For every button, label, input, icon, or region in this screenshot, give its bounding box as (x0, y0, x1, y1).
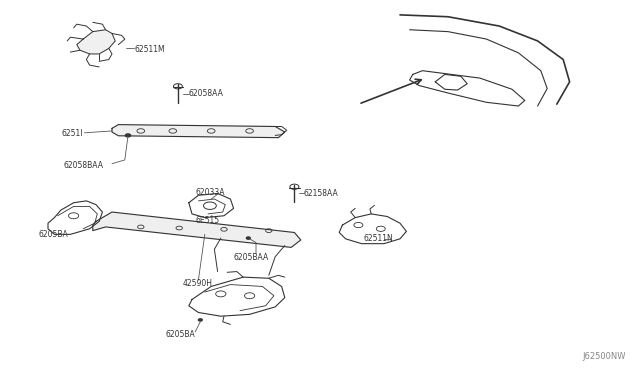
Text: J62500NW: J62500NW (582, 352, 626, 361)
Circle shape (125, 134, 131, 137)
Text: 6E515: 6E515 (195, 216, 220, 225)
Text: 6251I: 6251I (61, 129, 83, 138)
Circle shape (198, 319, 202, 321)
Text: 62058BAA: 62058BAA (64, 161, 104, 170)
Text: 6205BA: 6205BA (38, 230, 68, 239)
Text: 6205BAA: 6205BAA (234, 253, 269, 262)
Text: 62158AA: 62158AA (304, 189, 339, 198)
Text: 42590H: 42590H (182, 279, 212, 288)
Text: 62033A: 62033A (195, 188, 225, 197)
Polygon shape (112, 125, 285, 138)
Text: 62511N: 62511N (364, 234, 393, 243)
Circle shape (246, 237, 250, 239)
Text: 6205BA: 6205BA (165, 330, 195, 339)
Polygon shape (93, 212, 301, 247)
Text: 62058AA: 62058AA (189, 89, 223, 98)
Polygon shape (77, 30, 115, 54)
Text: 62511M: 62511M (134, 45, 165, 54)
